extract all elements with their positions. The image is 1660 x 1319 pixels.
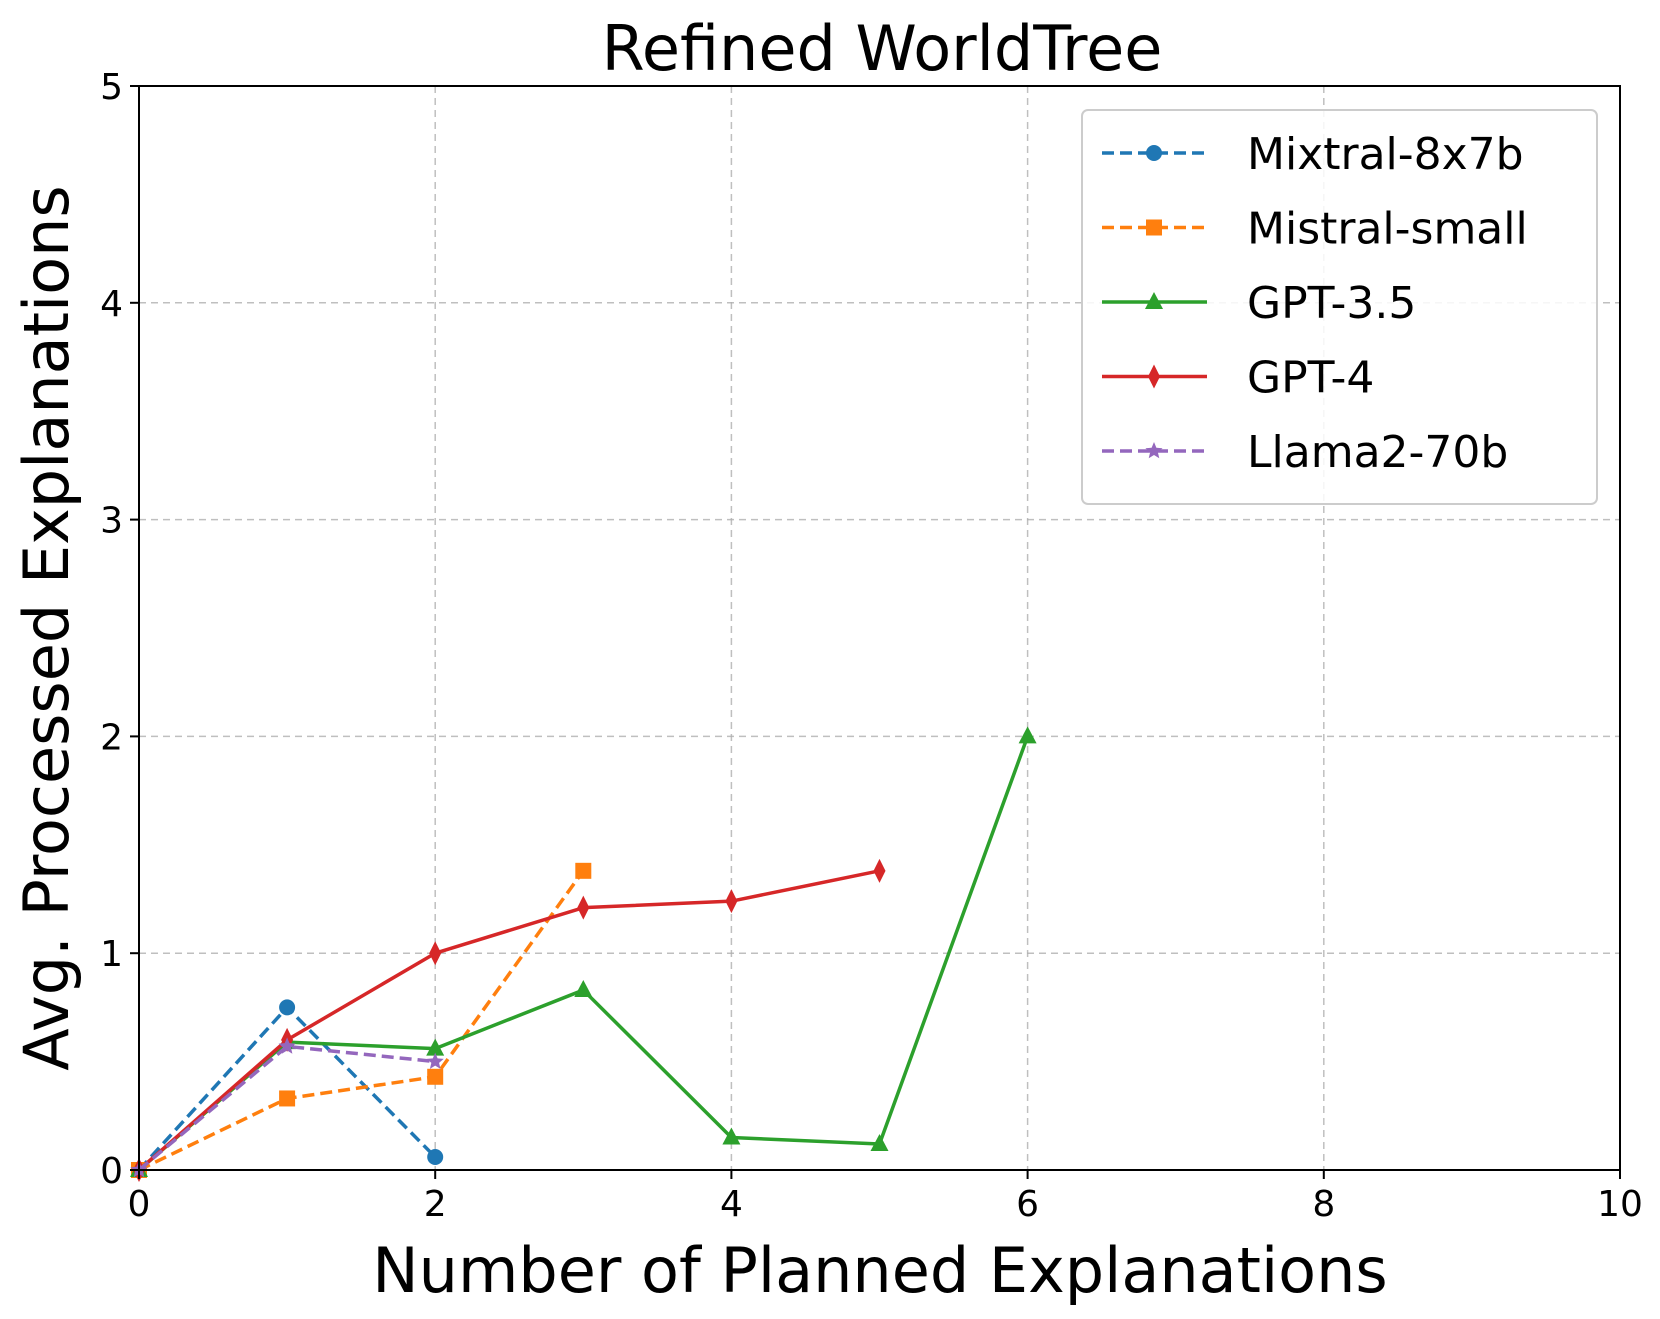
data-point — [427, 1068, 444, 1085]
data-point — [427, 1148, 444, 1165]
x-axis-label: Number of Planned Explanations — [372, 1234, 1387, 1307]
data-point — [279, 999, 296, 1016]
legend-label: Mistral-small — [1247, 204, 1528, 255]
data-point — [278, 1037, 296, 1054]
data-point — [279, 1090, 296, 1107]
legend-marker — [1145, 292, 1163, 309]
plot-frame — [138, 85, 1621, 1171]
data-point — [1018, 726, 1037, 744]
legend-label: GPT-4 — [1247, 353, 1374, 404]
y-tick-label: 3 — [100, 501, 123, 542]
y-axis-label: Avg. Processed Explanations — [10, 185, 83, 1070]
x-tick-label: 2 — [424, 1184, 447, 1225]
ticks: 0 2 4 6 8 10 0 1 2 3 4 5 — [100, 67, 1643, 1225]
series-line — [137, 869, 880, 1172]
y-tick-label: 4 — [100, 284, 123, 325]
legend-label: Mixtral-8x7b — [1247, 129, 1524, 180]
legend-box — [1081, 109, 1598, 505]
x-tick-label: 6 — [1016, 1184, 1039, 1225]
legend-item: GPT-3.5 — [1102, 278, 1416, 329]
legend-marker — [1145, 442, 1163, 459]
legend-item: Mixtral-8x7b — [1102, 129, 1524, 180]
legend: Mixtral-8x7b Mistral-small GPT-3.5 GPT-4 Lla… — [1081, 109, 1598, 505]
series-layer — [130, 726, 1037, 1182]
y-tick-label: 1 — [100, 934, 123, 975]
legend-marker — [1146, 145, 1162, 161]
data-point — [725, 889, 738, 914]
x-tick-label: 0 — [128, 1184, 151, 1225]
data-point — [426, 1052, 444, 1069]
legend-item: Mistral-small — [1102, 204, 1528, 255]
series-gpt-3-5 — [130, 726, 1037, 1177]
data-point — [873, 858, 886, 883]
legend-marker — [1148, 364, 1160, 389]
x-tick-label: 8 — [1312, 1184, 1335, 1225]
data-point — [426, 1038, 445, 1056]
y-tick-label: 5 — [100, 67, 123, 108]
legend-marker — [1146, 219, 1162, 236]
x-tick-label: 4 — [720, 1184, 743, 1225]
legend-item: Llama2-70b — [1102, 427, 1508, 478]
data-point — [575, 862, 592, 879]
data-point — [577, 895, 590, 920]
series-line — [137, 1044, 436, 1172]
chart-title: Refined WorldTree — [602, 12, 1163, 85]
y-tick-label: 0 — [100, 1151, 123, 1192]
legend-item: GPT-4 — [1102, 353, 1374, 404]
series-llama2-70b — [130, 1037, 444, 1178]
x-tick-label: 10 — [1597, 1184, 1643, 1225]
legend-label: Llama2-70b — [1247, 427, 1508, 478]
legend-label: GPT-3.5 — [1247, 278, 1416, 329]
y-tick-label: 2 — [100, 717, 123, 758]
data-point — [574, 980, 593, 998]
series-mistral-small — [131, 862, 592, 1178]
series-line — [138, 869, 585, 1172]
data-point — [429, 941, 442, 966]
data-point — [870, 1133, 889, 1151]
data-point — [722, 1127, 741, 1145]
